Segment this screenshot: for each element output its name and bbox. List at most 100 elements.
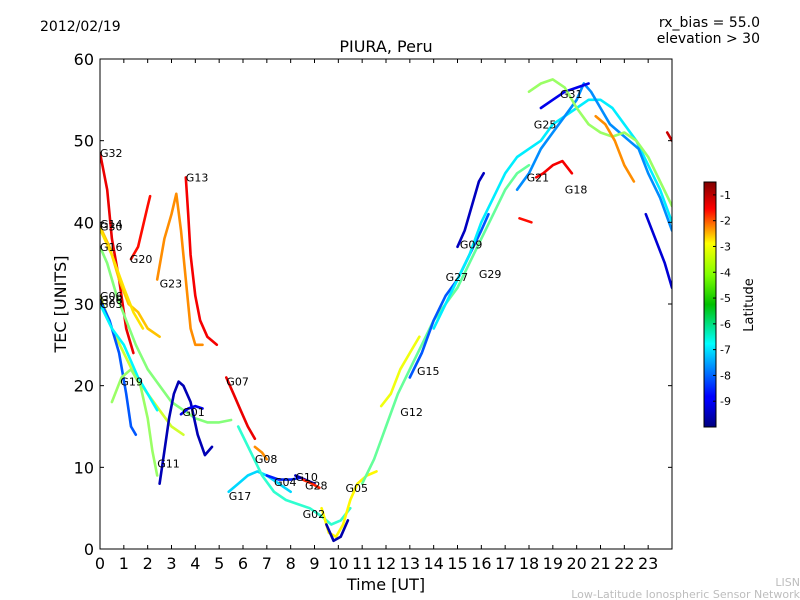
annotation-g17: G17 [229,490,252,503]
x-tick-label: 21 [590,554,610,573]
annotation-g15: G15 [417,365,440,378]
annotation-g10: G10 [295,471,318,484]
series-g34 [644,212,672,289]
annotation-g14: G14 [100,218,123,231]
series-g21 [518,217,533,224]
series-g28 [301,478,321,490]
series-g31 [539,82,590,110]
annotation-g13: G13 [186,171,209,184]
colorbar-tick-label: -6 [720,318,731,331]
y-tick-label: 40 [74,213,94,232]
annotation-g19: G19 [120,376,143,389]
annotation-g02: G02 [303,508,326,521]
y-axis: 0 10 20 30 40 50 60 [74,50,672,559]
rx-bias-label: rx_bias = 55.0 [659,15,760,31]
series-g32 [100,151,135,355]
y-tick-label: 20 [74,377,94,396]
x-tick-label: 10 [328,554,348,573]
annotation-g18: G18 [565,184,588,197]
series-g04 [265,474,302,481]
series-g08 [253,445,269,461]
x-tick-label: 18 [519,554,539,573]
x-tick-label: 0 [95,554,105,573]
x-axis-label: Time [UT] [346,575,425,594]
annotation-g23: G23 [160,278,183,291]
colorbar-tick-label: -8 [720,369,731,382]
x-tick-label: 13 [400,554,420,573]
plot-area [100,59,672,549]
footer-org-full: Low-Latitude Ionospheric Sensor Network [571,588,800,600]
series-g29 [432,98,672,330]
y-tick-label: 60 [74,50,94,69]
annotation-g26: G26 [100,294,123,307]
annotation-g08: G08 [255,453,278,466]
x-tick-label: 6 [238,554,248,573]
series-g23 [155,192,204,347]
x-tick-label: 16 [471,554,491,573]
x-tick-label: 7 [262,554,272,573]
x-tick-label: 19 [543,554,563,573]
series-g07 [225,376,257,441]
annotation-g06: G06 [100,290,123,303]
x-tick-label: 11 [352,554,372,573]
x-tick-label: 17 [495,554,515,573]
x-tick-label: 14 [423,554,443,573]
series-g26 [100,298,138,436]
series-g13 [184,176,219,347]
annotation-g01: G01 [182,406,205,419]
colorbar-label: Latitude [742,278,757,332]
annotation-g12: G12 [400,406,423,419]
series-g33 [325,519,350,543]
colorbar-tick-label: -5 [720,292,731,305]
series-g17 [227,470,292,494]
annotation-g28: G28 [305,479,328,492]
annotation-g21: G21 [527,171,550,184]
series-g35 [665,131,672,142]
colorbar-ticks: -1 -2 -3 -4 -5 -6 -7 -8 -9 [713,189,731,408]
annotation-g25: G25 [534,118,557,131]
series-g30 [100,227,145,330]
annotation-g30: G30 [100,220,123,233]
y-tick-label: 10 [74,458,94,477]
annotation-g16: G16 [100,241,123,254]
x-tick-label: 2 [143,554,153,573]
x-tick-label: 12 [376,554,396,573]
chart-title: PIURA, Peru [339,37,432,56]
y-tick-label: 30 [74,295,94,314]
annotation-g09: G09 [460,238,483,251]
elevation-label: elevation > 30 [657,31,760,47]
series-g12 [379,335,421,408]
x-tick-label: 3 [166,554,176,573]
x-tick-label: 9 [309,554,319,573]
footer-org-short: LISN [775,576,800,589]
annotation-g32: G32 [100,147,123,160]
annotation-g29: G29 [479,268,502,281]
colorbar-tick-label: -7 [720,344,731,357]
series-g16 [100,245,233,424]
annotation-g04: G04 [274,476,297,489]
colorbar-tick-label: -1 [720,189,731,202]
annotation-g20: G20 [130,253,153,266]
colorbar-tick-label: -2 [720,215,731,228]
x-tick-label: 8 [286,554,296,573]
colorbar-tick-label: -3 [720,240,731,253]
annotation-g03: G03 [100,298,123,311]
colorbar-tick-label: -4 [720,266,731,279]
series-g02 [236,425,352,526]
y-tick-label: 50 [74,132,94,151]
date-label: 2012/02/19 [40,19,121,35]
x-tick-label: 20 [566,554,586,573]
series-g01 [179,404,204,416]
x-tick-label: 22 [614,554,634,573]
series-g03 [100,302,159,412]
x-tick-label: 15 [447,554,467,573]
annotation-g11: G11 [157,457,180,470]
series-g27 [408,212,490,379]
colorbar-tick-label: -9 [720,395,731,408]
x-axis: 0 1 2 3 4 5 6 7 8 9 10 11 12 13 14 15 16 17 18 19 20 21 22 23 [95,59,658,573]
series-g19 [110,368,159,477]
x-tick-label: 5 [214,554,224,573]
annotation-g31: G31 [560,88,583,101]
